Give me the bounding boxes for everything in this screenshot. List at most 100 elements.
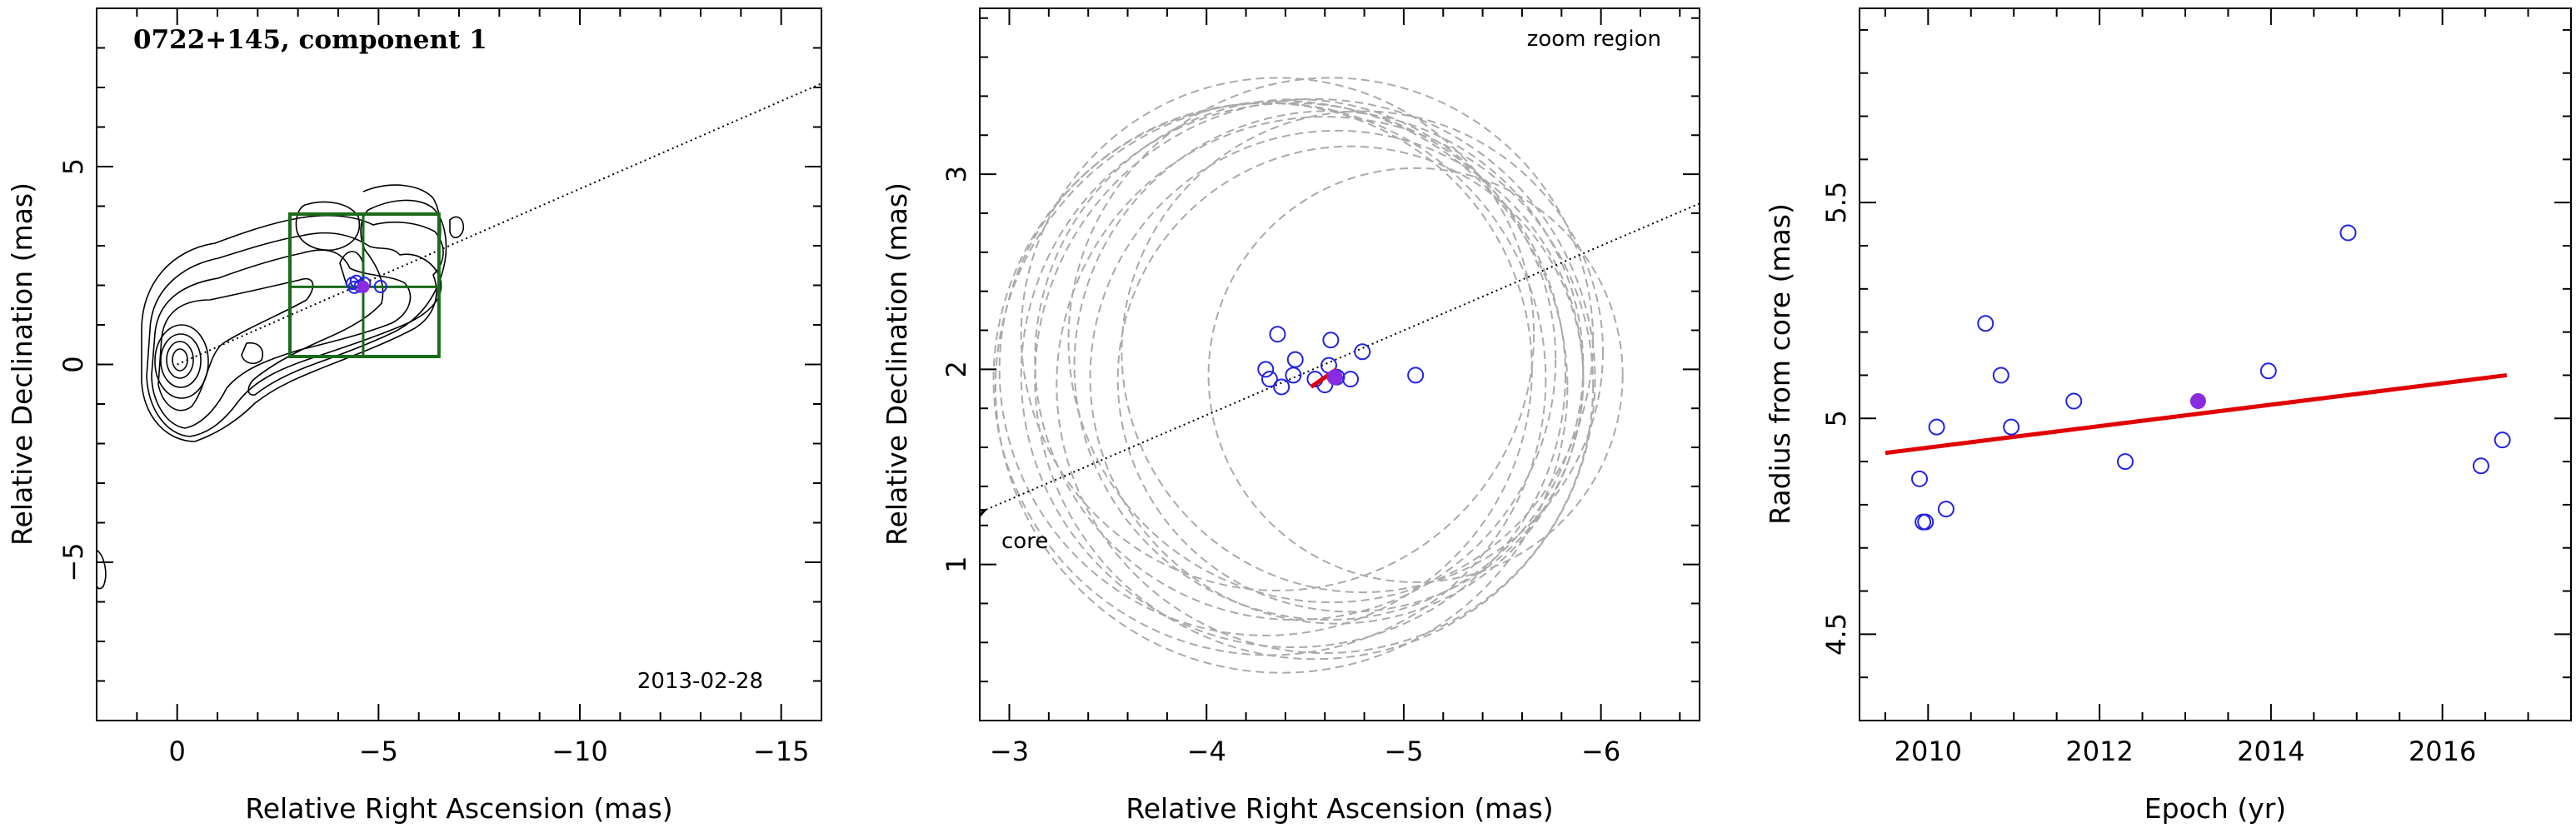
radius-content (1885, 224, 2511, 531)
y-tick-label: 5 (1820, 410, 1852, 426)
error-circle (1121, 110, 1605, 594)
y-tick-label: 4.5 (1820, 613, 1852, 656)
panel-zoom: −3 −4 −5 −6 1 2 3 zoom region core Relative R… (881, 7, 1700, 825)
x-tick-labels: −3 −4 −5 −6 (990, 736, 1620, 767)
error-circle (1020, 77, 1535, 591)
position-points (1257, 326, 1425, 396)
observation-date: 2013-02-28 (637, 669, 763, 694)
error-circle (1020, 102, 1567, 649)
x-tick-label: −3 (990, 736, 1029, 767)
tick-marks (96, 7, 822, 721)
x-tick-label: −10 (552, 736, 608, 767)
radius-point (1937, 501, 1954, 518)
position-point (1285, 367, 1302, 384)
error-circle (1034, 98, 1557, 621)
error-circle (1207, 167, 1624, 583)
radius-point (1917, 513, 1934, 531)
error-circle (998, 102, 1533, 636)
x-tick-label: 2012 (2065, 736, 2133, 767)
y-tick-label: 5 (57, 158, 89, 175)
error-circle (1034, 97, 1596, 661)
radius-point (1911, 470, 1929, 487)
y-tick-labels: 4.5 5 5.5 (1820, 182, 1852, 656)
y-tick-labels: 1 2 3 (941, 166, 972, 573)
radius-point (2494, 431, 2511, 449)
component-mean-point (357, 280, 370, 293)
y-axis-label: Radius from core (mas) (1764, 203, 1796, 525)
mean-point (2189, 393, 2206, 410)
jet-direction-line (177, 82, 821, 366)
error-circle (1116, 145, 1585, 613)
position-point (1354, 343, 1371, 361)
error-circle (992, 102, 1547, 656)
tick-marks (980, 8, 1700, 721)
y-tick-label: 2 (941, 361, 972, 377)
x-tick-label: −4 (1187, 736, 1226, 767)
x-tick-label: −5 (359, 736, 398, 767)
epoch-points (345, 274, 387, 294)
plot-frame (96, 7, 822, 721)
contour-map (97, 184, 465, 590)
zoom-content (985, 77, 1700, 674)
position-point (1322, 332, 1340, 349)
position-point (1273, 378, 1290, 396)
fit-line (1885, 372, 2508, 456)
tick-marks (1860, 8, 2572, 721)
x-tick-labels: 2010 2012 2014 2016 (1895, 736, 2477, 767)
plot-frame (979, 7, 1700, 721)
radius-point (2259, 362, 2277, 380)
x-axis-label: Relative Right Ascension (mas) (245, 792, 672, 825)
radius-point (2339, 224, 2357, 242)
position-point (1269, 326, 1286, 343)
mean-and-vector (1310, 367, 1343, 389)
y-tick-labels: −5 0 5 (57, 158, 89, 582)
position-point (1257, 361, 1275, 378)
map-title: 0722+145, component 1 (133, 25, 487, 55)
radius-point (1977, 315, 1994, 332)
position-point (1342, 371, 1360, 388)
x-tick-label: −5 (1384, 736, 1423, 767)
radius-point (2003, 418, 2020, 436)
y-tick-label: 1 (941, 556, 972, 572)
zoom-region-label: zoom region (1527, 27, 1661, 52)
radius-point (1992, 367, 2009, 384)
error-circle (994, 100, 1569, 674)
plot-frame (1859, 7, 2572, 721)
x-tick-label: 2016 (2409, 736, 2476, 767)
core-label: core (1001, 529, 1048, 554)
position-point (1261, 371, 1278, 388)
radius-point (2472, 457, 2489, 475)
panel-map: 0 −5 −10 −15 −5 0 5 0722+145, component 1 201… (6, 7, 822, 825)
y-tick-label: 3 (941, 166, 972, 182)
x-tick-label: 2010 (1895, 736, 1962, 767)
x-tick-label: 0 (168, 736, 185, 767)
jet-direction-line (177, 82, 821, 366)
x-tick-labels: 0 −5 −10 −15 (168, 736, 809, 767)
radius-point (2065, 392, 2083, 410)
x-axis-label: Epoch (yr) (2144, 792, 2286, 825)
y-tick-label: −5 (57, 542, 89, 581)
y-axis-label: Relative Declination (mas) (6, 182, 38, 546)
fit-line (1885, 372, 2508, 456)
position-point (1407, 367, 1425, 384)
y-tick-label: 5.5 (1820, 182, 1852, 224)
y-axis-label: Relative Declination (mas) (881, 182, 913, 546)
x-tick-label: 2014 (2237, 736, 2304, 767)
panel-radius-vs-epoch: 2010 2012 2014 2016 4.5 5 5.5 Epoch (yr) Radi… (1764, 7, 2572, 825)
radius-point (1928, 418, 1945, 436)
mean-position-point (1326, 369, 1343, 386)
epoch-point (373, 279, 387, 293)
radius-points (1911, 224, 2511, 531)
position-point (1286, 351, 1304, 368)
error-circles (992, 77, 1624, 674)
mean-radius-point (2189, 393, 2206, 410)
map-content (97, 82, 821, 590)
radius-point (2116, 453, 2134, 471)
x-tick-label: −15 (753, 736, 810, 767)
x-axis-label: Relative Right Ascension (mas) (1126, 792, 1553, 825)
error-circle (1056, 116, 1595, 655)
x-tick-label: −6 (1581, 736, 1620, 767)
error-circle (1067, 77, 1595, 604)
y-tick-label: 0 (57, 356, 89, 372)
